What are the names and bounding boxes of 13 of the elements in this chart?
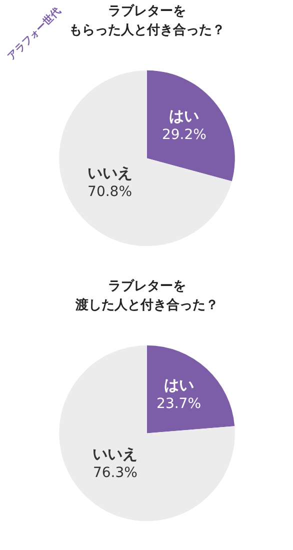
chart-subtitle: 渡した人と付き合った？	[74, 296, 218, 313]
data-label: 70.8%	[88, 184, 132, 200]
data-label: 29.2%	[162, 126, 206, 143]
data-label: 23.7%	[156, 396, 202, 412]
slice-label: いいえ	[92, 444, 138, 463]
chart-subtitle: もらった人と付き合った？	[69, 22, 225, 38]
text: アラフォー世代	[5, 4, 64, 63]
slice-label: いいえ	[87, 164, 132, 182]
slice-label: はい	[164, 376, 194, 394]
data-label: 76.3%	[92, 464, 138, 481]
chart-title: ラブレターを	[108, 3, 186, 20]
chart-title: ラブレターを	[108, 278, 186, 294]
slice-label: はい	[169, 106, 200, 125]
